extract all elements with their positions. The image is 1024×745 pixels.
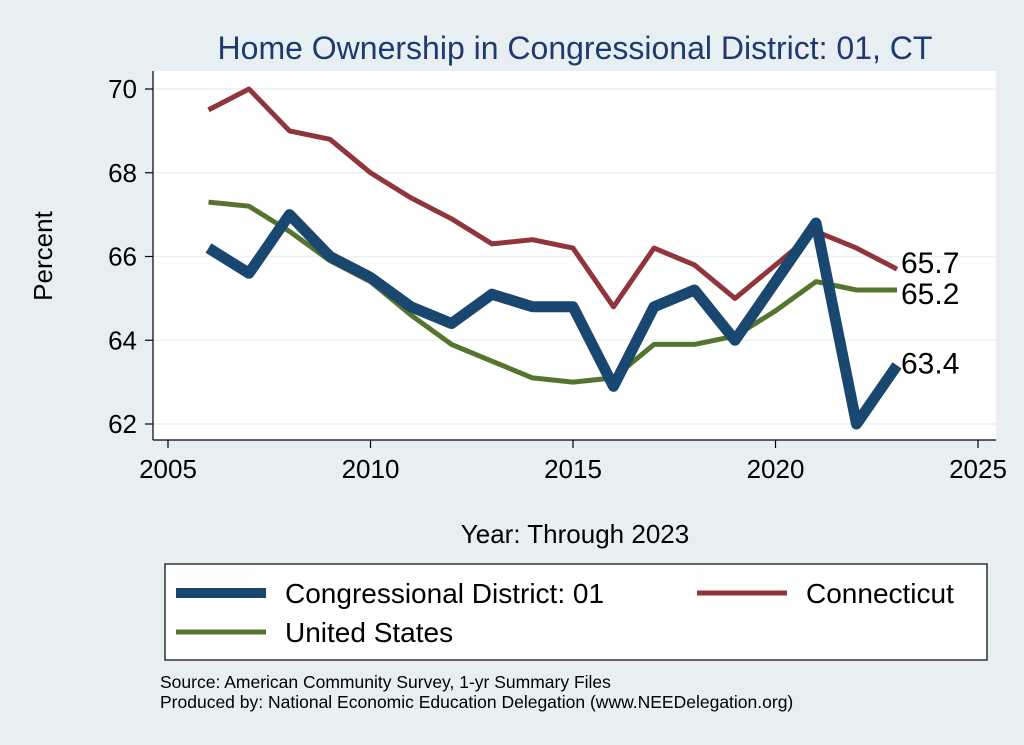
y-tick-label: 64 (108, 325, 137, 355)
x-tick-label: 2015 (544, 454, 602, 484)
y-tick-label: 68 (108, 158, 137, 188)
y-ticks: 62 64 66 68 70 (108, 74, 153, 439)
gridlines (153, 88, 996, 425)
y-axis-label: Percent (28, 210, 58, 300)
y-tick-label: 70 (108, 74, 137, 104)
y-tick-label: 66 (108, 242, 137, 272)
end-label-series-1: 65.7 (901, 247, 959, 280)
series-line-0 (205, 209, 902, 430)
x-tick-label: 2005 (139, 454, 197, 484)
legend-label-us: United States (285, 617, 453, 648)
x-ticks: 2005 2010 2015 2020 2025 (139, 440, 1007, 484)
legend-label-connecticut: Connecticut (806, 578, 954, 609)
series-line-1 (207, 86, 899, 310)
x-tick-label: 2025 (949, 454, 1007, 484)
source-note: Source: American Community Survey, 1-yr … (160, 672, 611, 692)
x-tick-label: 2020 (747, 454, 805, 484)
x-axis-label: Year: Through 2023 (461, 519, 689, 549)
chart-title: Home Ownership in Congressional District… (218, 30, 933, 66)
end-label-series-0: 63.4 (901, 347, 959, 380)
series-lines (205, 86, 902, 430)
end-label-series-2: 65.2 (901, 278, 959, 311)
legend-label-district: Congressional District: 01 (285, 578, 604, 609)
end-labels: 63.4 65.765.2 (901, 247, 959, 380)
legend-box (164, 563, 988, 661)
x-tick-label: 2010 (342, 454, 400, 484)
y-tick-label: 62 (108, 409, 137, 439)
producer-note: Produced by: National Economic Education… (160, 692, 793, 712)
